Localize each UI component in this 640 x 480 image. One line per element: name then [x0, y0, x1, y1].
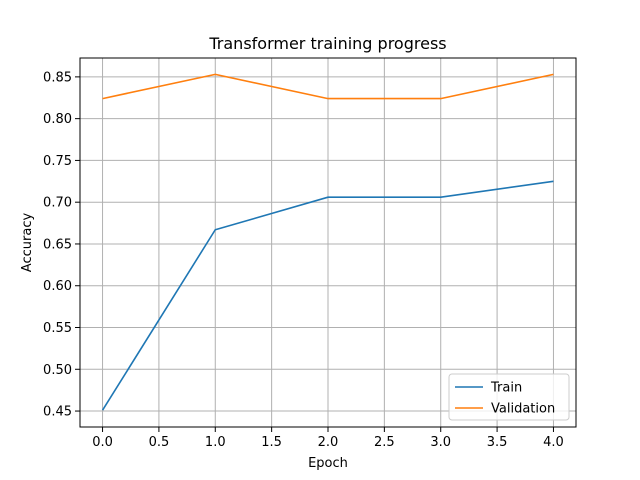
x-tick-label: 1.5 — [261, 435, 282, 450]
x-tick-label: 0.0 — [92, 435, 113, 450]
x-axis-ticks: 0.0 0.5 1.0 1.5 2.0 2.5 3.0 3.5 4.0 — [92, 427, 564, 450]
series-line-validation — [102, 73, 554, 100]
x-tick-label: 2.5 — [374, 435, 395, 450]
y-tick-label: 0.60 — [43, 279, 72, 294]
x-tick-label: 4.0 — [543, 435, 564, 450]
x-axis-label: Epoch — [308, 456, 348, 471]
y-tick-label: 0.75 — [43, 154, 72, 169]
y-axis-ticks: 0.45 0.50 0.55 0.60 0.65 0.70 0.75 0.80 0.85 — [43, 70, 80, 420]
legend-label-train: Train — [490, 381, 522, 396]
x-tick-label: 1.0 — [205, 435, 226, 450]
legend-label-validation: Validation — [491, 402, 555, 417]
y-tick-label: 0.65 — [43, 237, 72, 252]
series-line-train — [101, 180, 554, 411]
y-tick-label: 0.85 — [43, 70, 72, 85]
series-lines — [101, 73, 554, 411]
x-tick-label: 0.5 — [149, 435, 170, 450]
y-tick-label: 0.55 — [43, 321, 72, 336]
x-tick-label: 3.5 — [487, 435, 508, 450]
x-tick-label: 2.0 — [318, 435, 339, 450]
y-tick-label: 0.80 — [43, 112, 72, 127]
chart-title: Transformer training progress — [208, 34, 446, 53]
y-axis-label: Accuracy — [20, 213, 35, 273]
x-tick-label: 3.0 — [430, 435, 451, 450]
y-tick-label: 0.70 — [43, 196, 72, 211]
y-tick-label: 0.50 — [43, 363, 72, 378]
legend: Train Validation — [448, 373, 570, 421]
y-tick-label: 0.45 — [43, 405, 72, 420]
